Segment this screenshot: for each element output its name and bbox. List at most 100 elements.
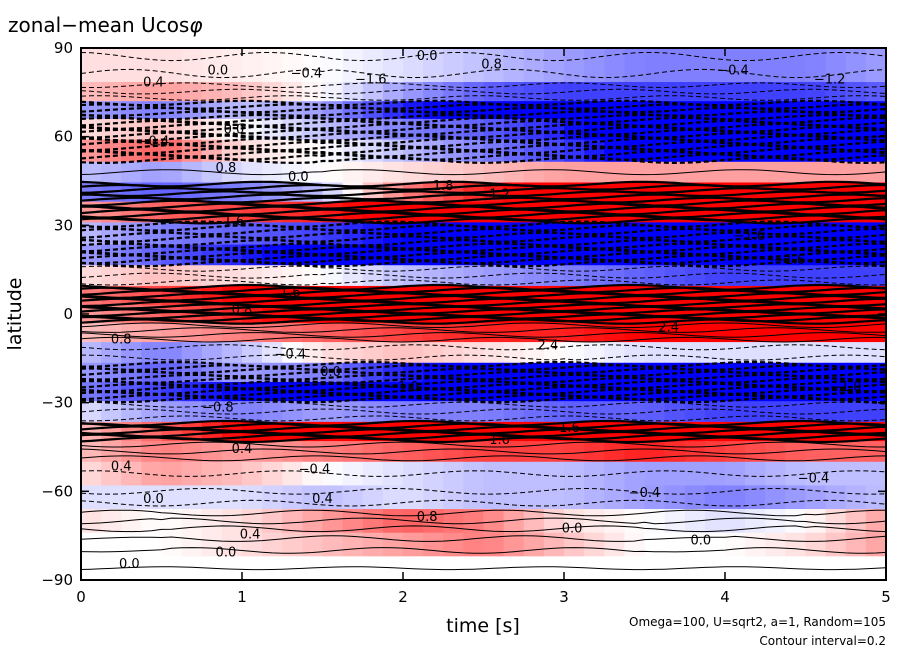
heatmap-cell <box>161 401 183 423</box>
heatmap-cell <box>382 509 404 534</box>
heatmap-cell <box>564 556 585 580</box>
y-tick-label: 30 <box>54 216 73 234</box>
heatmap-cell <box>845 161 867 184</box>
heatmap-cell <box>865 342 886 364</box>
heatmap-cell <box>403 322 424 343</box>
contour-label: 0.0 <box>224 123 245 138</box>
heatmap-cell <box>483 485 505 510</box>
heatmap-cell <box>684 342 706 364</box>
heatmap-cell <box>805 461 827 487</box>
heatmap-cell <box>564 265 585 287</box>
contour-line <box>81 254 886 262</box>
heatmap-cell <box>141 401 163 423</box>
heatmap-cell <box>725 322 746 343</box>
heatmap-cell <box>704 401 726 423</box>
heatmap-cell <box>141 322 163 343</box>
contour-line <box>81 146 886 155</box>
heatmap-cell <box>825 485 847 510</box>
heatmap-cell <box>503 322 525 343</box>
heatmap-cell <box>141 362 163 383</box>
heatmap-cell <box>282 485 303 510</box>
heatmap-cell <box>503 509 525 534</box>
heatmap-cell <box>81 401 102 423</box>
heatmap-cell <box>725 401 746 423</box>
heatmap-cell <box>362 342 384 364</box>
heatmap-cell <box>101 139 122 163</box>
heatmap-cell <box>664 509 686 534</box>
heatmap-cell <box>745 556 766 580</box>
heatmap-cell <box>644 101 666 120</box>
heatmap-cell <box>141 265 163 287</box>
heatmap-cell <box>725 461 746 487</box>
heatmap-cell <box>302 342 324 364</box>
heatmap-cell <box>725 244 746 266</box>
contour-line <box>81 283 886 291</box>
heatmap-cell <box>221 265 243 287</box>
heatmap-cell <box>543 556 565 580</box>
heatmap-cell <box>81 485 102 510</box>
heatmap-cell <box>865 532 886 557</box>
heatmap-cell <box>543 265 565 287</box>
contour-label: 0.0 <box>288 170 309 185</box>
heatmap-cell <box>664 461 686 487</box>
heatmap-cell <box>745 265 766 287</box>
heatmap-cell <box>543 322 565 343</box>
heatmap-cell <box>463 461 485 487</box>
contour-label: −1.0 <box>830 380 862 395</box>
heatmap-cell <box>302 265 324 287</box>
heatmap-cell <box>543 461 565 487</box>
heatmap-cell <box>443 441 464 463</box>
heatmap-cell <box>161 101 183 120</box>
heatmap-cell <box>322 322 344 343</box>
heatmap-cell <box>403 485 424 510</box>
heatmap-cell <box>523 381 545 402</box>
heatmap-cell <box>523 441 545 463</box>
heatmap-cell <box>403 532 424 557</box>
contour-label: −0.4 <box>138 135 170 150</box>
heatmap-cell <box>664 161 686 184</box>
heatmap-cell <box>443 265 464 287</box>
plot-area <box>81 48 886 580</box>
heatmap-cell <box>101 509 122 534</box>
heatmap-cell <box>141 441 163 463</box>
heatmap-cell <box>463 485 485 510</box>
heatmap-cell <box>242 556 263 580</box>
heatmap-cell <box>382 161 404 184</box>
heatmap-cell <box>684 139 706 163</box>
heatmap-cell <box>382 461 404 487</box>
heatmap-cell <box>785 139 807 163</box>
heatmap-cell <box>362 441 384 463</box>
heatmap-cell <box>262 485 283 510</box>
heatmap-cell <box>483 48 505 83</box>
contour-line <box>81 344 886 351</box>
heatmap-cell <box>725 556 746 580</box>
heatmap-cell <box>865 401 886 423</box>
heatmap-cell <box>181 342 203 364</box>
heatmap-cell <box>604 201 625 223</box>
heatmap-cell <box>564 342 585 364</box>
contour-line <box>81 535 886 542</box>
heatmap-cell <box>242 265 263 287</box>
heatmap-cell <box>745 441 766 463</box>
heatmap-cell <box>644 485 666 510</box>
heatmap-cell <box>684 101 706 120</box>
contour-line <box>81 52 886 62</box>
heatmap-cell <box>745 461 766 487</box>
heatmap-cell <box>322 48 344 83</box>
heatmap-cell <box>845 441 867 463</box>
contour-labels: 0.0 0.0 0.8 −0.4 0.4 −0.4 −1.2 −1.6 0.0 −0.4 0.8 0.… <box>111 49 862 572</box>
heatmap-cell <box>564 244 585 266</box>
heatmap-cell <box>322 161 344 184</box>
heatmap-cell <box>503 461 525 487</box>
contour-label: −0.4 <box>798 471 830 486</box>
heatmap-cell <box>644 244 666 266</box>
heatmap-cell <box>543 118 565 141</box>
contour-label: 0.0 <box>119 557 140 572</box>
contour-label: 0.4 <box>312 492 333 507</box>
heatmap-cell <box>463 421 485 442</box>
y-tick-label: 0 <box>63 305 73 323</box>
heatmap-cell <box>745 322 766 343</box>
heatmap-cell <box>644 139 666 163</box>
heatmap-cell <box>201 81 223 102</box>
heatmap-cell <box>362 485 384 510</box>
